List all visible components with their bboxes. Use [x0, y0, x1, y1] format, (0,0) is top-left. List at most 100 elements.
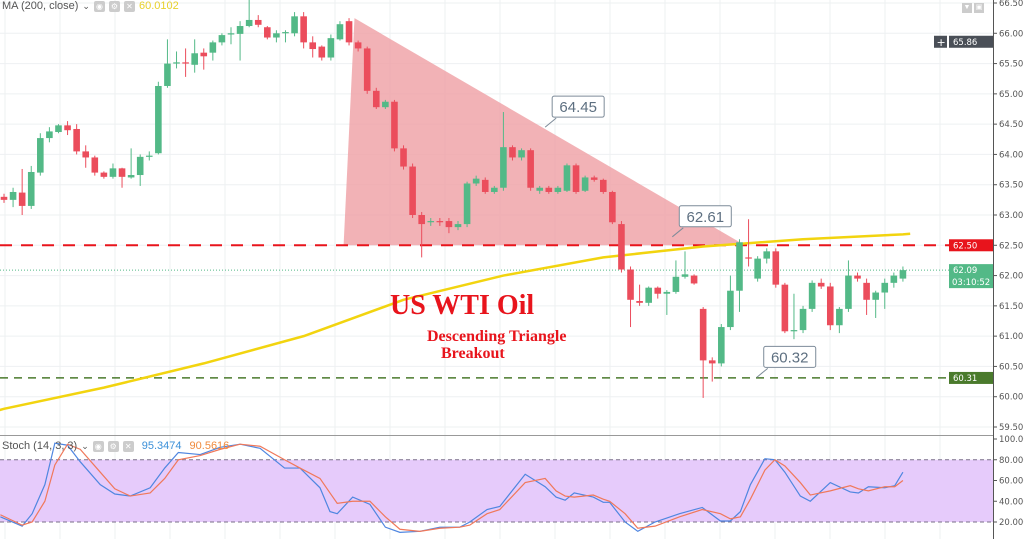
candle: [73, 124, 80, 155]
price-tick-label: 63.00: [999, 211, 1023, 221]
callout-label: 60.32: [771, 349, 809, 366]
collapse-icon[interactable]: ▼: [962, 3, 972, 13]
candle-body: [372, 90, 380, 108]
candle-body: [500, 147, 507, 188]
candle-body: [191, 53, 198, 65]
candle-body: [318, 46, 326, 58]
candle: [9, 187, 17, 208]
candle-body: [854, 275, 861, 279]
price-axis[interactable]: 66.50 66.00 65.50 65.00 64.50 64.00 63.50 63.00…: [993, 0, 1024, 539]
candle-body: [472, 178, 480, 184]
price-tick-label: 62.00: [999, 272, 1023, 282]
support-badge: [949, 371, 993, 384]
candle-body: [445, 221, 453, 228]
candle: [336, 21, 344, 41]
candle-body: [109, 168, 117, 177]
price-levels: [0, 244, 993, 379]
plus-icon: +: [937, 36, 946, 49]
stoch-legend-label[interactable]: Stoch (14, 3, 3): [2, 440, 78, 452]
candle-body: [264, 27, 271, 38]
candle: [609, 190, 616, 225]
candle: [427, 218, 435, 226]
candle-body: [409, 166, 416, 215]
candle-body: [327, 38, 335, 58]
candle: [418, 211, 425, 258]
candle: [264, 26, 271, 40]
candle-body: [200, 52, 208, 57]
candle: [363, 46, 371, 94]
callout: 60.32: [756, 345, 817, 378]
candle: [136, 154, 144, 186]
eye-icon[interactable]: ◉: [92, 440, 104, 452]
chevron-down-icon[interactable]: ⌄: [81, 440, 89, 451]
callout-label: 62.61: [687, 209, 725, 226]
candle: [817, 278, 825, 289]
candle: [327, 34, 335, 61]
candle: [127, 148, 135, 179]
price-tick-label: 66.50: [999, 0, 1023, 9]
candle-body: [554, 187, 562, 192]
candle-body: [46, 131, 53, 139]
candle: [509, 145, 516, 161]
candle-body: [745, 257, 752, 259]
candle: [681, 251, 689, 279]
settings-icon[interactable]: ⚙: [108, 0, 120, 12]
crosshair-price-badge: [949, 35, 993, 48]
candle: [254, 15, 262, 28]
candle: [37, 133, 44, 176]
pane-controls: ▼ ▣: [962, 3, 984, 13]
candle-body: [727, 290, 734, 328]
candle-body: [618, 224, 625, 270]
candle: [808, 280, 816, 312]
candle-body: [863, 282, 870, 300]
candle-body: [636, 301, 643, 303]
candle: [854, 272, 861, 282]
candle: [218, 33, 226, 46]
candle-body: [518, 150, 525, 158]
candle: [899, 266, 907, 282]
candle: [227, 27, 235, 45]
close-icon[interactable]: ✕: [122, 440, 134, 452]
candle: [636, 284, 643, 306]
eye-icon[interactable]: ◉: [93, 0, 105, 12]
chevron-down-icon[interactable]: ⌄: [82, 0, 90, 11]
candle-body: [118, 168, 126, 177]
candle: [672, 260, 680, 294]
candle-body: [463, 183, 471, 225]
candle: [836, 307, 843, 334]
candle: [291, 12, 298, 37]
candle: [309, 36, 317, 58]
add-alert-button[interactable]: +: [934, 35, 947, 49]
candle-body: [563, 165, 571, 191]
candle-body: [654, 287, 662, 294]
candle-body: [681, 274, 689, 277]
candle-body: [155, 85, 162, 154]
stoch-legend: Stoch (14, 3, 3) ⌄ ◉ ⚙ ✕ 95.3474 90.5616: [2, 440, 229, 452]
candle-body: [18, 192, 26, 206]
candle: [881, 278, 889, 309]
callout-label: 64.45: [559, 99, 597, 116]
candle: [64, 121, 71, 136]
candle: [472, 175, 480, 186]
callout-box: [763, 345, 817, 368]
candle: [463, 181, 471, 228]
stoch-band: [0, 459, 993, 522]
candle: [164, 39, 171, 88]
ma-legend: MA (200, close) ⌄ ◉ ⚙ ✕ 60.0102: [2, 0, 179, 12]
candle: [345, 18, 353, 46]
chart-subtitle: Descending Triangle: [427, 328, 566, 345]
close-icon[interactable]: ✕: [123, 0, 135, 12]
candle: [518, 148, 525, 161]
candle: [745, 219, 752, 267]
candle: [191, 39, 198, 73]
ma-legend-label[interactable]: MA (200, close): [2, 0, 79, 12]
callout-pointer: [671, 227, 684, 238]
maximize-icon[interactable]: ▣: [974, 3, 984, 13]
candle: [727, 275, 734, 331]
settings-icon[interactable]: ⚙: [107, 440, 119, 452]
plus-icon-bg: [934, 35, 947, 48]
stoch-panel: [0, 435, 1024, 533]
price-tick-label: 61.00: [999, 332, 1023, 342]
price-tick-label: 65.50: [999, 60, 1023, 70]
